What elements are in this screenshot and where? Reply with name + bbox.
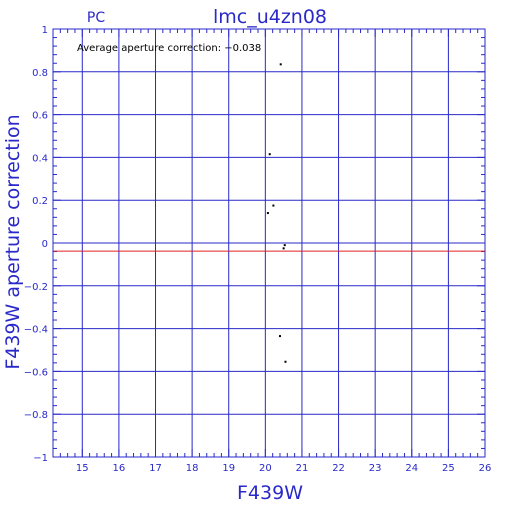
data-point — [283, 244, 286, 247]
y-tick-label: 1 — [42, 25, 48, 36]
grid — [52, 28, 486, 458]
y-tick-label: −1 — [33, 453, 48, 464]
y-tick-label: 0.2 — [32, 196, 48, 207]
chart-title: lmc_u4zn08 — [213, 6, 327, 28]
y-tick-label: 0 — [42, 239, 48, 250]
y-tick-label: −0.6 — [24, 367, 48, 378]
data-points — [266, 63, 287, 363]
y-axis-label: F439W aperture correction — [2, 114, 24, 369]
x-tick-label: 25 — [442, 463, 455, 474]
x-tick-label: 21 — [296, 463, 309, 474]
y-tick-label: 0.6 — [32, 111, 48, 122]
x-tick-label: 26 — [479, 463, 492, 474]
x-tick-label: 22 — [332, 463, 345, 474]
data-point — [278, 335, 281, 338]
data-point — [284, 360, 287, 363]
tick-labels: 15 16 17 18 19 20 21 22 23 24 25 26 −1 −0.8 −0.6 −0.4 −0… — [24, 25, 492, 474]
x-tick-label: 16 — [113, 463, 126, 474]
y-tick-label: −0.2 — [24, 282, 48, 293]
x-tick-label: 15 — [76, 463, 89, 474]
y-tick-label: 0.4 — [32, 153, 48, 164]
x-tick-label: 24 — [405, 463, 418, 474]
y-tick-label: −0.8 — [24, 410, 48, 421]
x-tick-label: 23 — [369, 463, 382, 474]
data-point — [266, 212, 269, 215]
data-point — [282, 247, 285, 250]
data-point — [268, 153, 271, 156]
x-axis-label: F439W — [237, 482, 303, 504]
x-tick-label: 18 — [186, 463, 199, 474]
y-tick-label: 0.8 — [32, 68, 48, 79]
x-tick-label: 20 — [259, 463, 272, 474]
data-point — [272, 204, 275, 207]
y-tick-label: −0.4 — [24, 325, 48, 336]
x-tick-label: 17 — [149, 463, 162, 474]
data-point — [279, 63, 282, 66]
x-tick-label: 19 — [222, 463, 235, 474]
chart-subtitle: PC — [87, 10, 105, 26]
chart-annotation: Average aperture correction: −0.038 — [77, 43, 261, 54]
